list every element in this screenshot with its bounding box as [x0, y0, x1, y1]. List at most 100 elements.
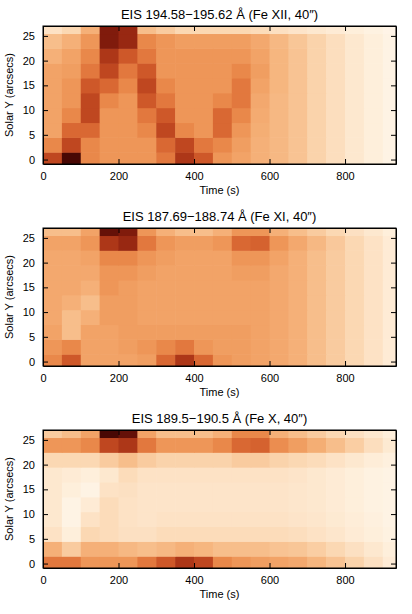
heatmap-cell	[232, 152, 251, 164]
heatmap-cell	[137, 295, 156, 310]
axis	[44, 26, 397, 31]
heatmap-cell	[270, 430, 289, 438]
heatmap-cell	[288, 137, 307, 152]
heatmap-cell	[232, 452, 251, 467]
heatmap-cell	[119, 280, 138, 295]
heatmap-cell	[43, 280, 62, 295]
heatmap-cell	[62, 324, 81, 339]
heatmap-cell	[270, 467, 289, 482]
heatmap-cell	[251, 339, 270, 354]
heatmap-cell	[119, 26, 138, 34]
tick-label: 200	[110, 170, 128, 182]
heatmap-cell	[307, 430, 326, 438]
heatmap-cell	[232, 26, 251, 34]
heatmap-cell	[194, 228, 213, 236]
tick-mark	[391, 238, 396, 239]
heatmap-cell	[364, 48, 383, 63]
tick-mark	[43, 514, 48, 515]
heatmap-cell	[307, 137, 326, 152]
heatmap-cell	[326, 122, 345, 137]
heatmap-cell	[213, 228, 232, 236]
heatmap-cell	[364, 78, 383, 93]
heatmap-cell	[194, 556, 213, 568]
tick	[391, 564, 396, 565]
heatmap-cell	[288, 310, 307, 325]
tick-mark	[345, 563, 346, 568]
heatmap-cell	[175, 310, 194, 325]
heatmap-cell	[364, 265, 383, 280]
heatmap-cell	[194, 295, 213, 310]
heatmap-cell	[383, 48, 396, 63]
heatmap-cell	[345, 430, 364, 438]
heatmap-cell	[288, 482, 307, 497]
heatmap-cell	[175, 280, 194, 295]
heatmap-cell	[364, 63, 383, 78]
heatmap-cell	[345, 250, 364, 265]
heatmap-cell	[81, 556, 100, 568]
heatmap-cell	[326, 556, 345, 568]
tick-mark	[391, 36, 396, 37]
heatmap-cell	[270, 250, 289, 265]
tick-mark	[391, 337, 396, 338]
heatmap-cell	[270, 512, 289, 527]
heatmap-cell	[213, 33, 232, 48]
heatmap-cell	[232, 108, 251, 123]
heatmap-cell	[364, 93, 383, 108]
heatmap-cell	[213, 310, 232, 325]
plot-frame	[43, 430, 396, 568]
heatmap-cell	[364, 26, 383, 34]
heatmap-cell	[213, 235, 232, 250]
heatmap-cell	[81, 78, 100, 93]
heatmap-cell	[251, 556, 270, 568]
heatmap-cell	[232, 324, 251, 339]
heatmap-cell	[43, 48, 62, 63]
heatmap-cell	[251, 280, 270, 295]
tick-mark	[270, 430, 271, 435]
axis-line	[396, 431, 397, 569]
tick-mark	[345, 228, 346, 233]
tick: 15	[23, 483, 48, 495]
heatmap-cell	[213, 339, 232, 354]
heatmap-cell	[326, 512, 345, 527]
axis: 0200400600800	[40, 361, 396, 384]
heatmap-cell	[175, 265, 194, 280]
heatmap-cell	[81, 467, 100, 482]
tick: 0	[29, 558, 48, 570]
tick-mark	[43, 287, 48, 288]
tick-mark	[43, 61, 48, 62]
heatmap-cell	[43, 541, 62, 556]
heatmap-cell	[326, 265, 345, 280]
heatmap-cell	[307, 452, 326, 467]
axis-line	[43, 229, 44, 367]
tick	[391, 514, 396, 515]
heatmap-cell	[175, 467, 194, 482]
heatmap-cell	[156, 295, 175, 310]
heatmap-cell	[307, 250, 326, 265]
tick	[391, 489, 396, 490]
heatmap-cell	[119, 235, 138, 250]
heatmap-cell	[232, 33, 251, 48]
heatmap-cell	[62, 512, 81, 527]
heatmap-cell	[364, 280, 383, 295]
heatmap-cell	[175, 78, 194, 93]
heatmap-cell	[288, 228, 307, 236]
heatmap-cell	[345, 310, 364, 325]
tick-mark	[391, 539, 396, 540]
heatmap-cell	[307, 235, 326, 250]
heatmap-cell	[81, 295, 100, 310]
tick-mark	[391, 263, 396, 264]
figure: 02004006008000510152025EIS 194.58−195.62…	[0, 0, 412, 614]
heatmap-cell	[100, 526, 119, 541]
heatmap-cell	[43, 437, 62, 452]
heatmap-cell	[270, 122, 289, 137]
heatmap-cell	[383, 295, 396, 310]
tick	[391, 465, 396, 466]
tick	[391, 85, 396, 86]
heatmap-cell	[194, 482, 213, 497]
heatmap-cell	[251, 526, 270, 541]
heatmap-cell	[194, 235, 213, 250]
heatmap-cell	[232, 250, 251, 265]
heatmap-cell	[62, 108, 81, 123]
heatmap-cell	[175, 541, 194, 556]
tick-mark	[270, 228, 271, 233]
